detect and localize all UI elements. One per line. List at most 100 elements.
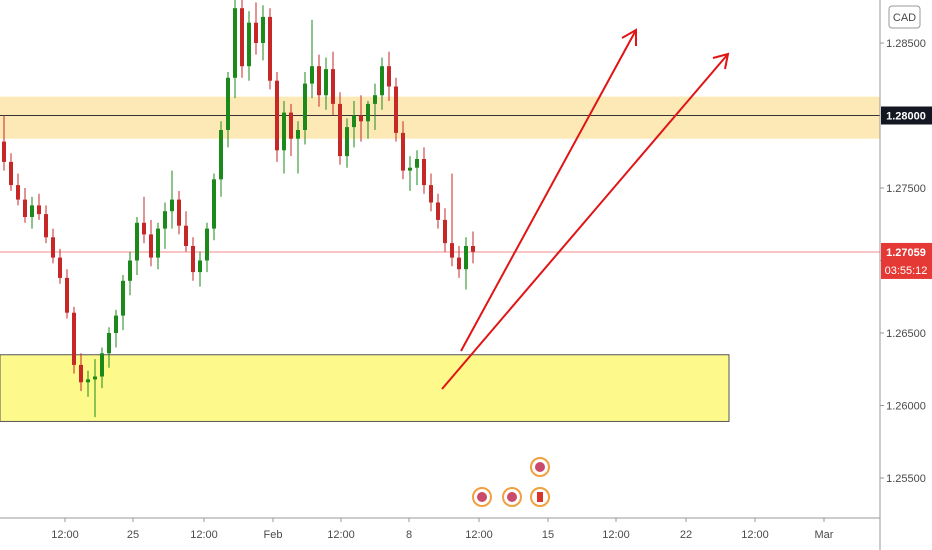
candle-body	[16, 185, 20, 200]
candle-body	[107, 333, 111, 354]
arrow-head-1-icon	[621, 28, 637, 46]
candle-body	[443, 219, 447, 244]
candle-body	[352, 115, 356, 128]
price-tick-label: 1.25500	[886, 473, 926, 485]
time-tick-label: 12:00	[741, 529, 769, 541]
candle-body	[37, 205, 41, 215]
candle-body	[268, 16, 272, 81]
candle-body	[464, 246, 468, 270]
candle-body	[261, 16, 265, 43]
candle-body	[212, 179, 216, 229]
candle-body	[317, 66, 321, 96]
time-tick-label: 12:00	[51, 529, 79, 541]
support-zone	[0, 354, 730, 422]
price-tick-label: 1.27500	[886, 183, 926, 195]
time-axis[interactable]: 12:00 25 12:00 Feb 12:00 8 12:00 15 12:00 22 12:00…	[51, 518, 834, 541]
candle-body	[247, 22, 251, 67]
candle-body	[331, 69, 335, 104]
candle-body	[275, 80, 279, 151]
time-tick-label: 15	[542, 529, 554, 541]
candle-body	[191, 246, 195, 273]
projection-arrow-1[interactable]	[460, 29, 637, 352]
price-tick-label: 1.28500	[886, 38, 926, 50]
candle-body	[401, 132, 405, 171]
candle-body	[65, 277, 69, 313]
candle-body	[205, 228, 209, 261]
candle-body	[156, 228, 160, 258]
candle-body	[198, 260, 202, 273]
price-tick-label: 1.26000	[886, 401, 926, 413]
candle-body	[366, 103, 370, 122]
candle-body	[163, 211, 167, 229]
candle-body	[450, 243, 454, 258]
candle-body	[471, 246, 475, 252]
candle-body	[387, 66, 391, 87]
candle-body	[100, 353, 104, 377]
time-tick-label: Feb	[264, 529, 283, 541]
candle-body	[422, 159, 426, 186]
candle-body	[338, 103, 342, 157]
candle-body	[345, 127, 349, 157]
candle-body	[359, 115, 363, 122]
candle-body	[170, 199, 174, 212]
candle-body	[114, 315, 118, 333]
candle-body	[184, 225, 188, 246]
candle-body	[44, 214, 48, 238]
candle-body	[58, 257, 62, 278]
time-tick-label: 12:00	[465, 529, 493, 541]
candle-body	[135, 222, 139, 261]
candle-body	[394, 86, 398, 133]
candle-body	[93, 376, 97, 380]
candle-body	[79, 364, 83, 383]
price-tick-label: 1.26500	[886, 328, 926, 340]
candle-body	[380, 66, 384, 96]
candle-body	[9, 161, 13, 186]
candle-body	[429, 185, 433, 203]
candle-body	[296, 130, 300, 139]
candle-body	[2, 141, 6, 162]
candle-body	[254, 22, 258, 43]
candle-body	[23, 199, 27, 217]
candles-group	[2, 0, 475, 418]
candle-body	[457, 257, 461, 270]
time-tick-label: 12:00	[327, 529, 355, 541]
time-tick-label: 25	[127, 529, 139, 541]
resistance-zone	[0, 96, 880, 139]
level-price-label: 1.28000	[886, 111, 926, 123]
event-icons[interactable]	[472, 457, 550, 507]
candle-body	[72, 312, 76, 365]
time-tick-label: 12:00	[190, 529, 218, 541]
last-price-label: 1.27059	[886, 247, 926, 259]
candle-body	[282, 112, 286, 151]
level-price-badge: 1.28000	[881, 106, 932, 125]
projection-arrow-2[interactable]	[441, 53, 729, 390]
candle-body	[177, 199, 181, 226]
arrow-head-2-icon	[712, 52, 730, 70]
candle-body	[86, 379, 90, 383]
candle-body	[408, 167, 412, 171]
candle-body	[219, 130, 223, 180]
candle-body	[436, 202, 440, 220]
candle-body	[142, 222, 146, 235]
candle-body	[128, 260, 132, 281]
candle-body	[415, 159, 419, 168]
candle-body	[373, 95, 377, 104]
candle-body	[303, 83, 307, 130]
candle-body	[149, 234, 153, 258]
candle-body	[289, 112, 293, 139]
time-tick-label: Mar	[815, 529, 834, 541]
candle-body	[226, 77, 230, 130]
candle-body	[240, 8, 244, 67]
candle-body	[310, 66, 314, 84]
bar-countdown-label: 03:55:12	[885, 265, 928, 277]
time-tick-label: 8	[406, 529, 412, 541]
time-tick-label: 22	[680, 529, 692, 541]
candle-body	[324, 69, 328, 96]
candle-body	[121, 280, 125, 316]
currency-label: CAD	[893, 12, 916, 24]
candle-body	[51, 237, 55, 258]
time-tick-label: 12:00	[602, 529, 630, 541]
projection-arrows[interactable]	[441, 28, 730, 390]
last-price-badge: 1.27059 03:55:12	[881, 242, 932, 279]
